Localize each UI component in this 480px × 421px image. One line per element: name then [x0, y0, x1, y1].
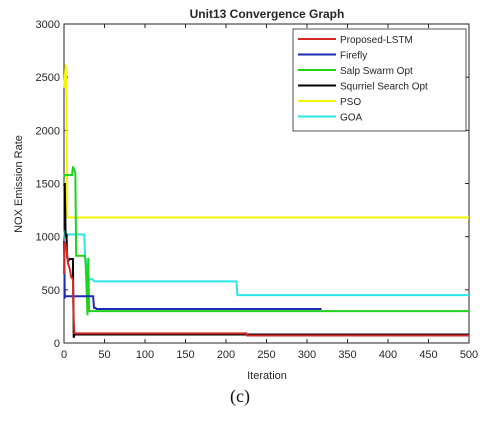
x-tick-label: 400	[379, 349, 397, 361]
legend-label: Proposed-LSTM	[340, 35, 413, 46]
legend-label: Firefly	[340, 51, 367, 62]
y-tick-label: 1000	[36, 232, 60, 244]
y-tick-label: 1500	[36, 179, 60, 191]
y-tick-label: 500	[42, 285, 60, 297]
y-tick-label: 3000	[36, 19, 60, 31]
y-tick-label: 2000	[36, 125, 60, 137]
series-line-firefly	[63, 240, 322, 310]
legend-label: GOA	[340, 113, 363, 124]
y-axis-label: NOX Emission Rate	[13, 135, 25, 233]
x-tick-label: 100	[136, 349, 154, 361]
series-line-proposed-lstm	[63, 241, 469, 337]
chart-title: Unit13 Convergence Graph	[190, 7, 345, 21]
legend-label: Squrriel Search Opt	[340, 82, 428, 93]
x-tick-label: 150	[176, 349, 194, 361]
legend-label: Salp Swarm Opt	[340, 66, 413, 77]
x-tick-label: 50	[98, 349, 110, 361]
figure-caption: (c)	[230, 386, 250, 406]
x-tick-label: 0	[61, 349, 67, 361]
x-tick-label: 450	[419, 349, 437, 361]
x-tick-label: 500	[460, 349, 478, 361]
x-tick-label: 300	[298, 349, 316, 361]
y-tick-label: 2500	[36, 72, 60, 84]
series-line-salp-swarm-opt	[63, 166, 469, 316]
x-tick-label: 200	[217, 349, 235, 361]
x-axis-label: Iteration	[247, 370, 287, 382]
x-tick-label: 350	[338, 349, 356, 361]
axis-ticks: 0 50 100 150 200 250 300 350 400 450 500 0 500 1000 15…	[36, 19, 479, 361]
x-tick-label: 250	[257, 349, 275, 361]
legend: Proposed-LSTM Firefly Salp Swarm Opt Squrri…	[292, 28, 467, 132]
series-line-pso	[63, 64, 469, 219]
legend-label: PSO	[340, 97, 361, 108]
legend-box	[292, 28, 467, 132]
y-tick-label: 0	[54, 338, 60, 350]
series-lines	[63, 64, 469, 338]
